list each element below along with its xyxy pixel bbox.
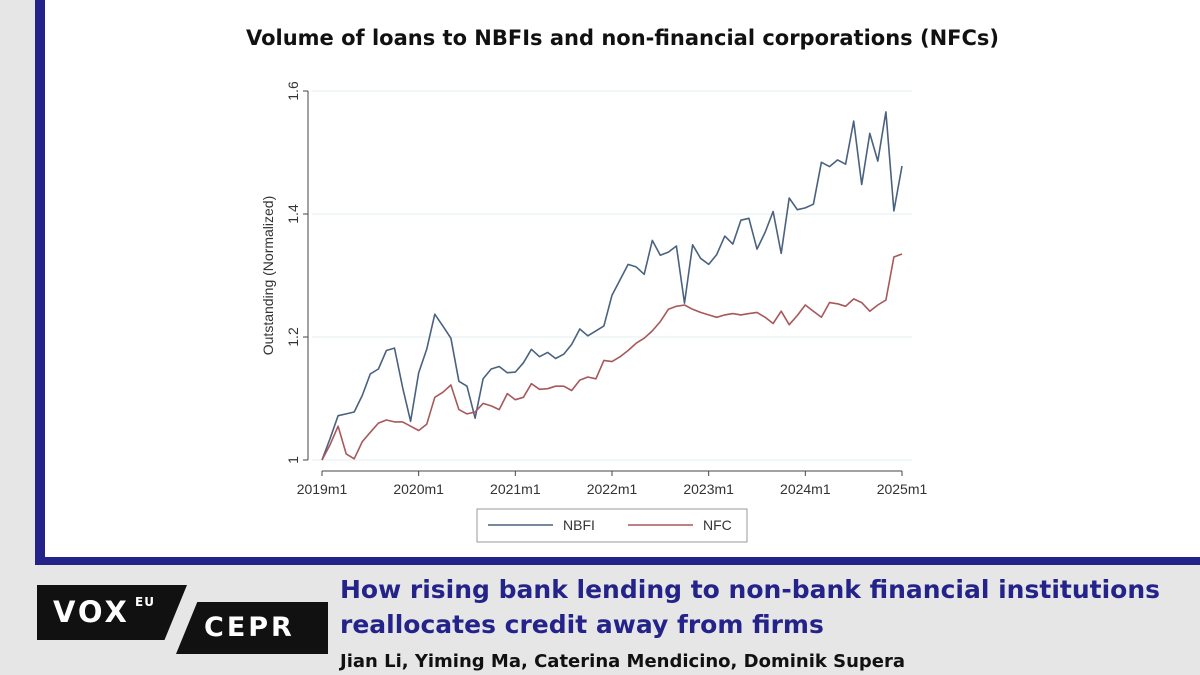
nfc-line	[321, 253, 903, 461]
x-tick-label: 2021m1	[490, 481, 541, 497]
voxeu-logo-sup: EU	[135, 595, 155, 609]
y-tick-label: 1.2	[285, 327, 301, 347]
voxeu-logo[interactable]: VOX EU	[37, 585, 187, 640]
chart-panel	[45, 0, 1200, 557]
y-tick-label: 1.4	[285, 204, 301, 224]
x-tick-label: 2019m1	[297, 481, 348, 497]
headline-line-1: How rising bank lending to non-bank fina…	[340, 575, 1161, 604]
series-lines	[321, 111, 903, 461]
article-authors: Jian Li, Yiming Ma, Caterina Mendicino, …	[340, 651, 906, 672]
y-tick-label: 1	[285, 456, 301, 464]
cepr-logo[interactable]: CEPR	[176, 602, 328, 654]
headline-line-2: reallocates credit away from firms	[340, 610, 824, 639]
axes: 1 1.2 1.4 1.6 Outstanding (Normalized) 2019m1…	[260, 81, 928, 497]
y-tick-label: 1.6	[285, 81, 301, 101]
line-chart: 1 1.2 1.4 1.6 Outstanding (Normalized) 2019m1…	[260, 81, 928, 543]
chart-card: Volume of loans to NBFIs and non-financi…	[35, 0, 1200, 565]
x-tick-label: 2023m1	[683, 481, 734, 497]
legend-label: NBFI	[563, 517, 595, 533]
x-tick-label: 2020m1	[393, 481, 444, 497]
x-tick-label: 2024m1	[780, 481, 831, 497]
x-tick-label: 2022m1	[587, 481, 638, 497]
legend-label: NFC	[703, 517, 732, 533]
x-tick-label: 2025m1	[877, 481, 928, 497]
voxeu-logo-text: VOX	[53, 595, 130, 629]
legend: NBFI NFC	[476, 508, 748, 543]
cepr-logo-text: CEPR	[204, 612, 295, 643]
article-headline[interactable]: How rising bank lending to non-bank fina…	[340, 572, 1190, 642]
y-axis-label: Outstanding (Normalized)	[260, 196, 276, 356]
grid-lines	[312, 90, 912, 461]
chart-title: Volume of loans to NBFIs and non-financi…	[245, 26, 1000, 50]
nbfi-line	[321, 111, 903, 461]
